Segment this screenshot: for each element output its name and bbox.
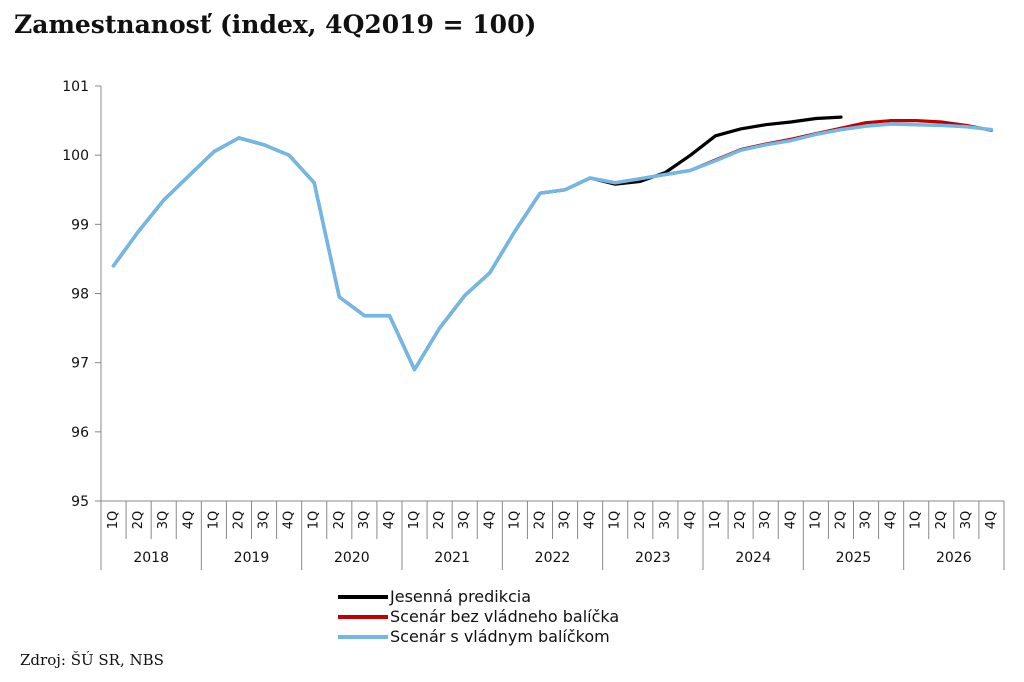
- quarter-tick-label: 3Q: [156, 511, 171, 530]
- quarter-tick-label: 2Q: [231, 511, 246, 530]
- source-note: Zdroj: ŠÚ SR, NBS: [20, 651, 164, 669]
- quarter-tick-label: 3Q: [257, 511, 272, 530]
- quarter-tick-label: 4Q: [783, 511, 798, 530]
- quarter-tick-label: 2Q: [833, 511, 848, 530]
- year-tick-label: 2026: [936, 550, 972, 566]
- x-axis-labels: 1Q 2Q 3Q 4Q 1Q 2Q 3Q 4Q 1Q 2Q 3Q 4Q 1Q 2Q 3Q 4Q 1Q 2Q 3Q 4Q…: [100, 501, 1005, 570]
- quarter-tick-label: 4Q: [382, 511, 397, 530]
- quarter-tick-label: 2Q: [131, 511, 146, 530]
- year-tick-label: 2020: [334, 550, 370, 566]
- legend-label-2: Scenár bez vládneho balíčka: [390, 607, 619, 626]
- quarter-tick-label: 2Q: [733, 511, 748, 530]
- quarter-tick-label: 1Q: [206, 511, 221, 530]
- chart-axes: [100, 86, 1004, 502]
- year-tick-label: 2019: [234, 550, 270, 566]
- quarter-tick-label: 1Q: [808, 511, 823, 530]
- quarter-tick-label: 3Q: [558, 511, 573, 530]
- year-tick-label: 2022: [535, 550, 571, 566]
- y-tick-label: 95: [71, 494, 89, 510]
- year-tick-label: 2025: [836, 550, 872, 566]
- quarter-tick-label: 2Q: [633, 511, 648, 530]
- quarter-tick-label: 3Q: [457, 511, 472, 530]
- series-lines: [111, 115, 994, 372]
- year-tick-label: 2018: [133, 550, 169, 566]
- series-line-3: [111, 122, 994, 372]
- quarter-tick-label: 3Q: [758, 511, 773, 530]
- quarter-tick-label: 2Q: [532, 511, 547, 530]
- year-tick-label: 2021: [434, 550, 470, 566]
- y-tick-label: 100: [62, 148, 89, 164]
- quarter-tick-label: 3Q: [658, 511, 673, 530]
- quarter-tick-label: 4Q: [482, 511, 497, 530]
- y-tick-label: 98: [71, 287, 89, 303]
- quarter-tick-label: 4Q: [282, 511, 297, 530]
- year-tick-label: 2023: [635, 550, 671, 566]
- quarter-tick-label: 3Q: [959, 511, 974, 530]
- quarter-tick-label: 4Q: [181, 511, 196, 530]
- quarter-tick-label: 4Q: [884, 511, 899, 530]
- y-tick-label: 99: [71, 217, 89, 233]
- year-tick-label: 2024: [735, 550, 771, 566]
- quarter-tick-label: 2Q: [332, 511, 347, 530]
- quarter-tick-label: 1Q: [307, 511, 322, 530]
- series-line-2: [111, 118, 994, 372]
- quarter-tick-label: 4Q: [683, 511, 698, 530]
- quarter-tick-label: 2Q: [432, 511, 447, 530]
- legend-label-1: Jesenná predikcia: [389, 587, 531, 606]
- quarter-tick-label: 3Q: [357, 511, 372, 530]
- y-tick-label: 96: [71, 425, 89, 441]
- chart-title: Zamestnanosť (index, 4Q2019 = 100): [14, 10, 537, 39]
- quarter-tick-label: 1Q: [407, 511, 422, 530]
- y-axis-ticks: 95 96 97 98 99 100 101: [62, 79, 101, 510]
- quarter-tick-label: 1Q: [106, 511, 121, 530]
- quarter-tick-label: 2Q: [934, 511, 949, 530]
- quarter-tick-label: 1Q: [708, 511, 723, 530]
- quarter-tick-label: 4Q: [583, 511, 598, 530]
- quarter-tick-label: 4Q: [984, 511, 999, 530]
- quarter-tick-label: 1Q: [909, 511, 924, 530]
- legend-label-3: Scenár s vládnym balíčkom: [390, 627, 610, 646]
- y-tick-label: 97: [71, 356, 89, 372]
- quarter-tick-label: 1Q: [608, 511, 623, 530]
- quarter-tick-label: 1Q: [507, 511, 522, 530]
- y-tick-label: 101: [62, 79, 89, 95]
- quarter-tick-label: 3Q: [859, 511, 874, 530]
